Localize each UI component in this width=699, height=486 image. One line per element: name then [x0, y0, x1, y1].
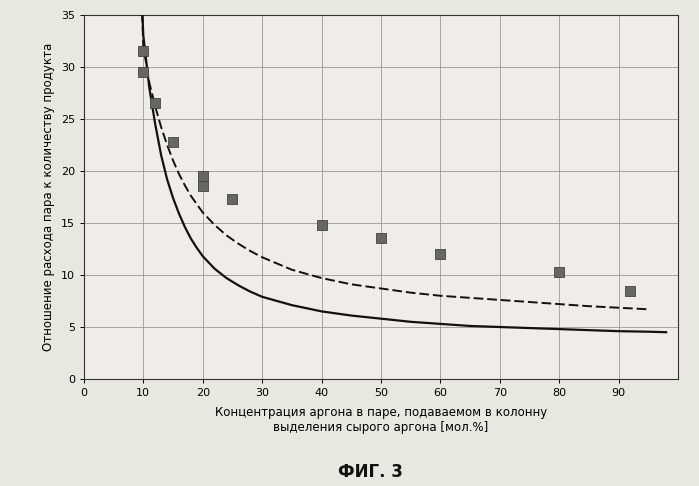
Y-axis label: Отношение расхода пара к количеству продукта: Отношение расхода пара к количеству прод… — [42, 43, 55, 351]
Point — [226, 195, 238, 203]
Point — [316, 221, 327, 229]
Point — [150, 99, 161, 107]
Text: ФИГ. 3: ФИГ. 3 — [338, 463, 403, 481]
Point — [375, 235, 387, 243]
X-axis label: Концентрация аргона в паре, подаваемом в колонну
выделения сырого аргона [мол.%]: Концентрация аргона в паре, подаваемом в… — [215, 406, 547, 434]
Point — [554, 268, 565, 276]
Point — [625, 287, 636, 295]
Point — [197, 172, 208, 180]
Point — [168, 138, 179, 145]
Point — [138, 47, 149, 55]
Point — [435, 250, 446, 258]
Point — [197, 183, 208, 191]
Point — [138, 68, 149, 76]
